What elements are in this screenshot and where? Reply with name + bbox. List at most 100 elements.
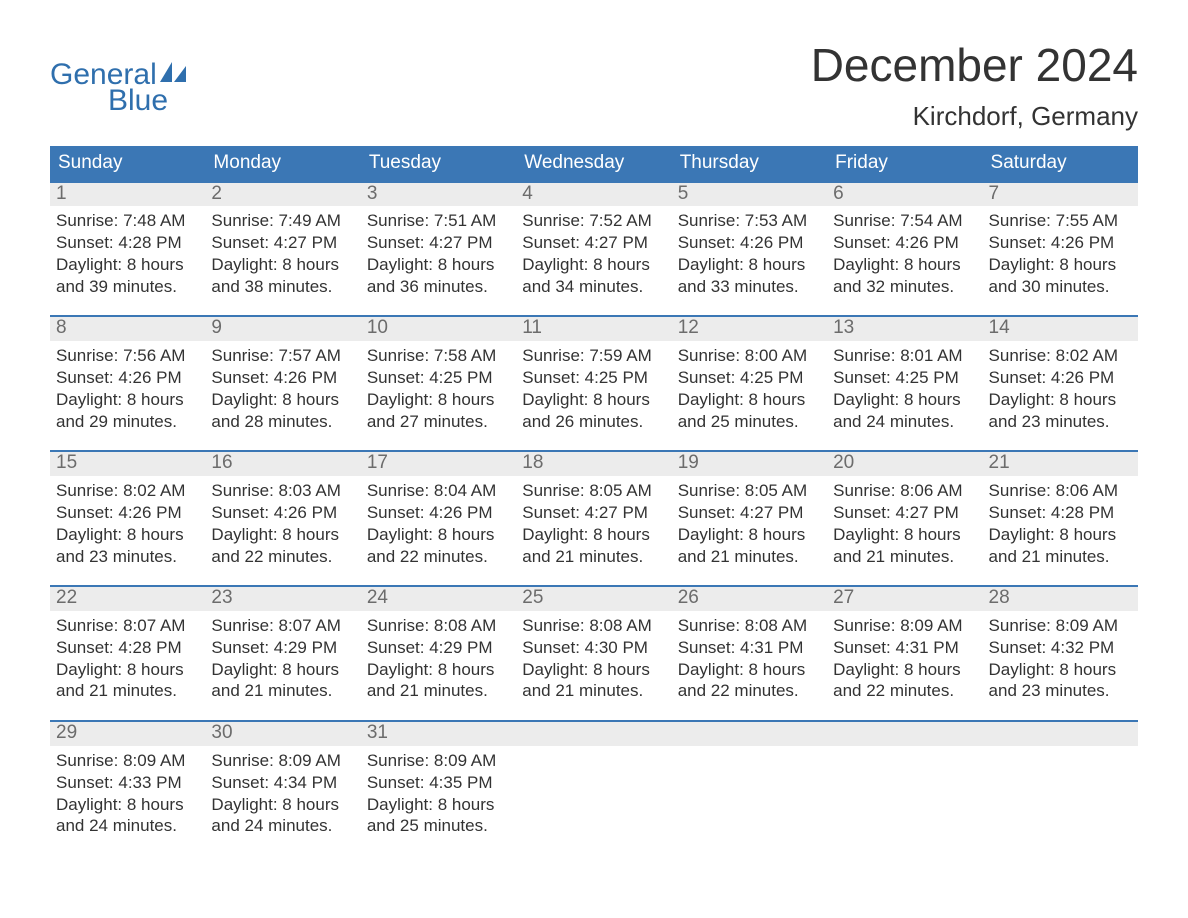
day-number: 17 bbox=[361, 452, 516, 476]
day-cell: 7Sunrise: 7:55 AMSunset: 4:26 PMDaylight… bbox=[983, 183, 1138, 316]
day-cell: 13Sunrise: 8:01 AMSunset: 4:25 PMDayligh… bbox=[827, 317, 982, 450]
sunset-line: Sunset: 4:25 PM bbox=[367, 367, 510, 389]
week-row: 22Sunrise: 8:07 AMSunset: 4:28 PMDayligh… bbox=[50, 585, 1138, 720]
daylight-line-1: Daylight: 8 hours bbox=[211, 659, 354, 681]
sunrise-line: Sunrise: 7:53 AM bbox=[678, 210, 821, 232]
sunrise-line: Sunrise: 7:56 AM bbox=[56, 345, 199, 367]
sunrise-line: Sunrise: 8:09 AM bbox=[367, 750, 510, 772]
day-body: Sunrise: 7:49 AMSunset: 4:27 PMDaylight:… bbox=[205, 206, 360, 315]
sunset-line: Sunset: 4:26 PM bbox=[989, 367, 1132, 389]
daylight-line-1: Daylight: 8 hours bbox=[678, 524, 821, 546]
sunrise-line: Sunrise: 7:51 AM bbox=[367, 210, 510, 232]
dow-cell: Friday bbox=[827, 146, 982, 181]
day-cell: 26Sunrise: 8:08 AMSunset: 4:31 PMDayligh… bbox=[672, 587, 827, 720]
sunset-line: Sunset: 4:33 PM bbox=[56, 772, 199, 794]
day-number: 19 bbox=[672, 452, 827, 476]
sunset-line: Sunset: 4:26 PM bbox=[989, 232, 1132, 254]
brand-word-blue: Blue bbox=[108, 86, 168, 116]
daylight-line-1: Daylight: 8 hours bbox=[678, 389, 821, 411]
day-cell: 9Sunrise: 7:57 AMSunset: 4:26 PMDaylight… bbox=[205, 317, 360, 450]
sunrise-line: Sunrise: 8:07 AM bbox=[211, 615, 354, 637]
daylight-line-2: and 26 minutes. bbox=[522, 411, 665, 433]
day-number: 3 bbox=[361, 183, 516, 207]
sunrise-line: Sunrise: 8:02 AM bbox=[56, 480, 199, 502]
day-cell: 29Sunrise: 8:09 AMSunset: 4:33 PMDayligh… bbox=[50, 722, 205, 855]
day-body: Sunrise: 8:07 AMSunset: 4:28 PMDaylight:… bbox=[50, 611, 205, 720]
sunset-line: Sunset: 4:27 PM bbox=[522, 232, 665, 254]
day-cell: 23Sunrise: 8:07 AMSunset: 4:29 PMDayligh… bbox=[205, 587, 360, 720]
day-body: Sunrise: 8:06 AMSunset: 4:27 PMDaylight:… bbox=[827, 476, 982, 585]
day-body: Sunrise: 8:08 AMSunset: 4:31 PMDaylight:… bbox=[672, 611, 827, 720]
sunrise-line: Sunrise: 8:02 AM bbox=[989, 345, 1132, 367]
day-body: Sunrise: 8:09 AMSunset: 4:35 PMDaylight:… bbox=[361, 746, 516, 855]
day-body: Sunrise: 8:02 AMSunset: 4:26 PMDaylight:… bbox=[50, 476, 205, 585]
daylight-line-2: and 39 minutes. bbox=[56, 276, 199, 298]
day-cell: 18Sunrise: 8:05 AMSunset: 4:27 PMDayligh… bbox=[516, 452, 671, 585]
daylight-line-1: Daylight: 8 hours bbox=[56, 794, 199, 816]
day-body: Sunrise: 8:07 AMSunset: 4:29 PMDaylight:… bbox=[205, 611, 360, 720]
daylight-line-2: and 29 minutes. bbox=[56, 411, 199, 433]
day-cell: 1Sunrise: 7:48 AMSunset: 4:28 PMDaylight… bbox=[50, 183, 205, 316]
sunset-line: Sunset: 4:25 PM bbox=[833, 367, 976, 389]
sunrise-line: Sunrise: 8:08 AM bbox=[678, 615, 821, 637]
daylight-line-2: and 21 minutes. bbox=[367, 680, 510, 702]
week-row: 8Sunrise: 7:56 AMSunset: 4:26 PMDaylight… bbox=[50, 315, 1138, 450]
sunset-line: Sunset: 4:27 PM bbox=[833, 502, 976, 524]
day-body: Sunrise: 7:55 AMSunset: 4:26 PMDaylight:… bbox=[983, 206, 1138, 315]
sunrise-line: Sunrise: 8:05 AM bbox=[678, 480, 821, 502]
day-number: 6 bbox=[827, 183, 982, 207]
day-body: Sunrise: 8:05 AMSunset: 4:27 PMDaylight:… bbox=[672, 476, 827, 585]
daylight-line-1: Daylight: 8 hours bbox=[56, 254, 199, 276]
day-cell: 5Sunrise: 7:53 AMSunset: 4:26 PMDaylight… bbox=[672, 183, 827, 316]
daylight-line-2: and 23 minutes. bbox=[56, 546, 199, 568]
day-body: Sunrise: 8:05 AMSunset: 4:27 PMDaylight:… bbox=[516, 476, 671, 585]
dow-cell: Tuesday bbox=[361, 146, 516, 181]
day-cell: 3Sunrise: 7:51 AMSunset: 4:27 PMDaylight… bbox=[361, 183, 516, 316]
dow-cell: Saturday bbox=[983, 146, 1138, 181]
day-cell: 6Sunrise: 7:54 AMSunset: 4:26 PMDaylight… bbox=[827, 183, 982, 316]
sunset-line: Sunset: 4:27 PM bbox=[522, 502, 665, 524]
day-number: 15 bbox=[50, 452, 205, 476]
day-number: 5 bbox=[672, 183, 827, 207]
day-body: Sunrise: 7:54 AMSunset: 4:26 PMDaylight:… bbox=[827, 206, 982, 315]
header: General Blue December 2024 Kirchdorf, Ge… bbox=[50, 40, 1138, 132]
daylight-line-2: and 21 minutes. bbox=[833, 546, 976, 568]
daylight-line-2: and 22 minutes. bbox=[678, 680, 821, 702]
sunset-line: Sunset: 4:29 PM bbox=[367, 637, 510, 659]
day-number: 7 bbox=[983, 183, 1138, 207]
daylight-line-2: and 27 minutes. bbox=[367, 411, 510, 433]
daylight-line-1: Daylight: 8 hours bbox=[522, 524, 665, 546]
day-cell: 14Sunrise: 8:02 AMSunset: 4:26 PMDayligh… bbox=[983, 317, 1138, 450]
day-body: Sunrise: 8:09 AMSunset: 4:34 PMDaylight:… bbox=[205, 746, 360, 855]
day-number: 16 bbox=[205, 452, 360, 476]
day-body: Sunrise: 7:48 AMSunset: 4:28 PMDaylight:… bbox=[50, 206, 205, 315]
dow-cell: Monday bbox=[205, 146, 360, 181]
sunset-line: Sunset: 4:35 PM bbox=[367, 772, 510, 794]
day-body: Sunrise: 7:52 AMSunset: 4:27 PMDaylight:… bbox=[516, 206, 671, 315]
sunset-line: Sunset: 4:25 PM bbox=[678, 367, 821, 389]
daylight-line-1: Daylight: 8 hours bbox=[678, 254, 821, 276]
day-body: Sunrise: 7:51 AMSunset: 4:27 PMDaylight:… bbox=[361, 206, 516, 315]
sunrise-line: Sunrise: 8:09 AM bbox=[211, 750, 354, 772]
sunset-line: Sunset: 4:25 PM bbox=[522, 367, 665, 389]
day-number: 18 bbox=[516, 452, 671, 476]
daylight-line-1: Daylight: 8 hours bbox=[211, 254, 354, 276]
sunrise-line: Sunrise: 7:48 AM bbox=[56, 210, 199, 232]
day-cell: 25Sunrise: 8:08 AMSunset: 4:30 PMDayligh… bbox=[516, 587, 671, 720]
sunrise-line: Sunrise: 7:55 AM bbox=[989, 210, 1132, 232]
daylight-line-2: and 28 minutes. bbox=[211, 411, 354, 433]
day-cell: 17Sunrise: 8:04 AMSunset: 4:26 PMDayligh… bbox=[361, 452, 516, 585]
sunrise-line: Sunrise: 8:04 AM bbox=[367, 480, 510, 502]
dow-cell: Sunday bbox=[50, 146, 205, 181]
daylight-line-1: Daylight: 8 hours bbox=[989, 659, 1132, 681]
day-cell: 22Sunrise: 8:07 AMSunset: 4:28 PMDayligh… bbox=[50, 587, 205, 720]
day-cell: 12Sunrise: 8:00 AMSunset: 4:25 PMDayligh… bbox=[672, 317, 827, 450]
daylight-line-1: Daylight: 8 hours bbox=[211, 389, 354, 411]
daylight-line-1: Daylight: 8 hours bbox=[678, 659, 821, 681]
daylight-line-1: Daylight: 8 hours bbox=[833, 659, 976, 681]
daylight-line-2: and 24 minutes. bbox=[56, 815, 199, 837]
sunrise-line: Sunrise: 8:09 AM bbox=[989, 615, 1132, 637]
day-body: Sunrise: 7:57 AMSunset: 4:26 PMDaylight:… bbox=[205, 341, 360, 450]
sunrise-line: Sunrise: 8:00 AM bbox=[678, 345, 821, 367]
day-cell: 30Sunrise: 8:09 AMSunset: 4:34 PMDayligh… bbox=[205, 722, 360, 855]
